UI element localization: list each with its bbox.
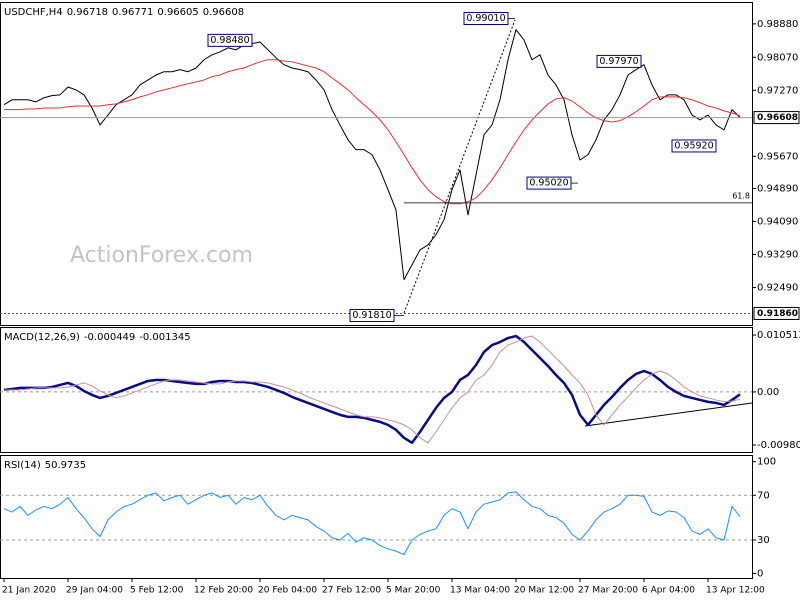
x-tick-label: 12 Feb 20:00 bbox=[194, 586, 253, 596]
y-tick-label: 0.00 bbox=[757, 387, 779, 398]
y-tick-label: 70 bbox=[757, 490, 770, 501]
price-tag bbox=[753, 306, 800, 320]
watermark: ActionForex.com bbox=[70, 243, 253, 268]
series-line bbox=[4, 59, 741, 205]
y-tick-label: -0.009804 bbox=[757, 440, 800, 451]
panel-title: MACD(12,26,9) bbox=[4, 332, 80, 343]
y-tick-label: 0.95670 bbox=[757, 151, 798, 162]
header-value: -0.001345 bbox=[139, 332, 190, 343]
header-value: 0.96605 bbox=[157, 7, 198, 18]
x-tick-label: 13 Mar 04:00 bbox=[450, 586, 510, 596]
y-tick-label: 30 bbox=[757, 535, 770, 546]
y-tick-label: 0.93290 bbox=[757, 249, 798, 260]
y-tick-label: 0 bbox=[757, 569, 763, 580]
trend-line bbox=[403, 19, 516, 314]
annotation-label: 0.99010 bbox=[466, 13, 505, 24]
y-tick-label: 0.010513 bbox=[757, 330, 800, 341]
header-value: -0.000449 bbox=[84, 332, 135, 343]
x-tick-label: 6 Apr 04:00 bbox=[642, 586, 695, 596]
series-line bbox=[3, 335, 741, 444]
annotation-label: 0.97970 bbox=[599, 56, 638, 67]
x-tick-label: 20 Feb 04:00 bbox=[258, 586, 317, 596]
x-tick-label: 5 Mar 20:00 bbox=[386, 586, 441, 596]
fib-label: 61.8 bbox=[732, 191, 750, 200]
panel-frame bbox=[0, 455, 753, 579]
series-line bbox=[3, 334, 741, 445]
annotation-box bbox=[526, 176, 572, 190]
y-tick-label: 0.97270 bbox=[757, 85, 798, 96]
annotation-box bbox=[596, 54, 642, 68]
series-line bbox=[3, 29, 741, 281]
x-tick-label: 27 Feb 12:00 bbox=[322, 586, 381, 596]
x-tick-label: 20 Mar 12:00 bbox=[514, 586, 574, 596]
panel-title: RSI(14) bbox=[4, 460, 41, 471]
annotation-box bbox=[207, 33, 253, 47]
header-value: 0.96608 bbox=[203, 7, 244, 18]
panel-title: USDCHF,H4 bbox=[4, 7, 63, 18]
y-tick-label: 0.98880 bbox=[757, 19, 798, 30]
price-tag-label: 0.96608 bbox=[757, 113, 798, 123]
x-tick-label: 5 Feb 12:00 bbox=[130, 586, 184, 596]
header-value: 0.96771 bbox=[112, 7, 153, 18]
price-tag-label: 0.91860 bbox=[757, 309, 798, 319]
macd-trend-line bbox=[584, 402, 753, 427]
annotation-box bbox=[671, 139, 717, 153]
header-value: 50.9735 bbox=[45, 460, 86, 471]
annotation-label: 0.95920 bbox=[674, 140, 713, 151]
annotation-box bbox=[349, 309, 395, 323]
panel-frame bbox=[0, 2, 753, 326]
annotation-label: 0.91810 bbox=[352, 310, 391, 321]
price-tag bbox=[753, 111, 800, 125]
y-tick-label: 0.92490 bbox=[757, 282, 798, 293]
panel-header: USDCHF,H4 0.96718 0.96771 0.96605 0.96608 bbox=[4, 7, 244, 18]
panel-frame bbox=[0, 327, 753, 453]
x-tick-label: 27 Mar 20:00 bbox=[578, 586, 638, 596]
x-tick-label: 29 Jan 04:00 bbox=[66, 586, 123, 596]
panel-header: RSI(14) 50.9735 bbox=[4, 460, 86, 471]
y-tick-label: 0.94090 bbox=[757, 216, 798, 227]
series-line bbox=[3, 491, 741, 556]
y-tick-label: 0.98070 bbox=[757, 52, 798, 63]
x-tick-label: 21 Jan 2020 bbox=[2, 586, 56, 596]
annotation-label: 0.98480 bbox=[210, 35, 249, 46]
header-value: 0.96718 bbox=[67, 7, 108, 18]
panel-header: MACD(12,26,9) -0.000449 -0.001345 bbox=[4, 332, 191, 343]
y-tick-label: 0.94890 bbox=[757, 183, 798, 194]
annotation-box bbox=[463, 12, 509, 26]
x-tick-label: 13 Apr 12:00 bbox=[706, 586, 765, 596]
annotation-label: 0.95020 bbox=[529, 178, 568, 189]
y-tick-label: 100 bbox=[757, 457, 776, 468]
